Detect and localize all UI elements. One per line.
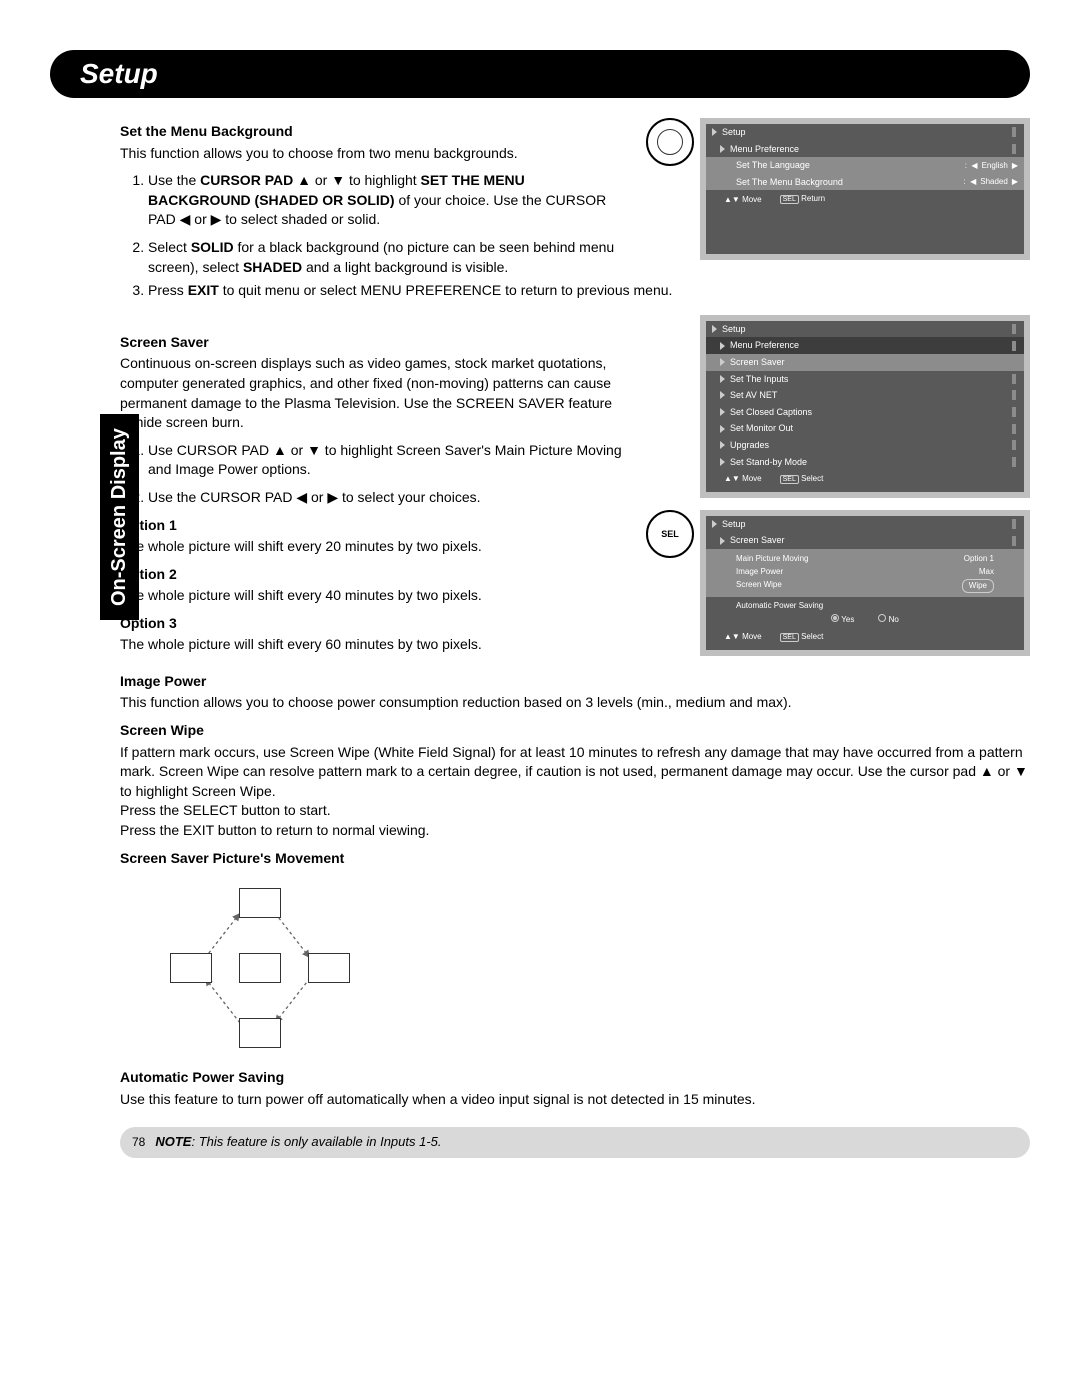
option2-text: The whole picture will shift every 40 mi… (120, 586, 626, 606)
screen-saver-intro: Continuous on-screen displays such as vi… (120, 354, 626, 432)
screen-wipe-text2: Press the SELECT button to start. (120, 801, 1030, 821)
screen-wipe-text: If pattern mark occurs, use Screen Wipe … (120, 743, 1030, 802)
option3-text: The whole picture will shift every 60 mi… (120, 635, 626, 655)
osd-figure-3: SEL Setup Screen Saver Main Picture Movi… (646, 510, 1030, 656)
screen-saver-step1: Use CURSOR PAD ▲ or ▼ to highlight Scree… (148, 441, 626, 480)
cursor-pad-icon (646, 118, 694, 166)
page-number: 78 (132, 1134, 145, 1151)
screen-wipe-heading: Screen Wipe (120, 721, 1030, 741)
option2-heading: Option 2 (120, 565, 626, 585)
screen-saver-title: Screen Saver (120, 333, 626, 353)
image-power-heading: Image Power (120, 672, 1030, 692)
set-menu-bg-step3: Press EXIT to quit menu or select MENU P… (148, 281, 1030, 301)
aps-heading: Automatic Power Saving (120, 1068, 1030, 1088)
set-menu-bg-intro: This function allows you to choose from … (120, 144, 626, 164)
option3-heading: Option 3 (120, 614, 626, 634)
side-tab-on-screen-display: On-Screen Display (100, 414, 139, 620)
osd-figure-1: Setup Menu Preference Set The Language: … (646, 118, 1030, 260)
movement-diagram (140, 878, 380, 1058)
set-menu-bg-step2: Select SOLID for a black background (no … (148, 238, 626, 277)
set-menu-bg-step1: Use the CURSOR PAD ▲ or ▼ to highlight S… (148, 171, 626, 230)
option1-heading: Option 1 (120, 516, 626, 536)
movement-heading: Screen Saver Picture's Movement (120, 849, 1030, 869)
option1-text: The whole picture will shift every 20 mi… (120, 537, 626, 557)
set-menu-bg-title: Set the Menu Background (120, 122, 626, 142)
select-button-icon: SEL (646, 510, 694, 558)
aps-text: Use this feature to turn power off autom… (120, 1090, 1030, 1110)
screen-wipe-text3: Press the EXIT button to return to norma… (120, 821, 1030, 841)
setup-header: Setup (50, 50, 1030, 98)
note-bar: 78 NOTE: This feature is only available … (120, 1127, 1030, 1157)
image-power-text: This function allows you to choose power… (120, 693, 1030, 713)
osd-figure-2: Setup Menu Preference Screen Saver Set T… (646, 315, 1030, 498)
screen-saver-step2: Use the CURSOR PAD ◀ or ▶ to select your… (148, 488, 626, 508)
